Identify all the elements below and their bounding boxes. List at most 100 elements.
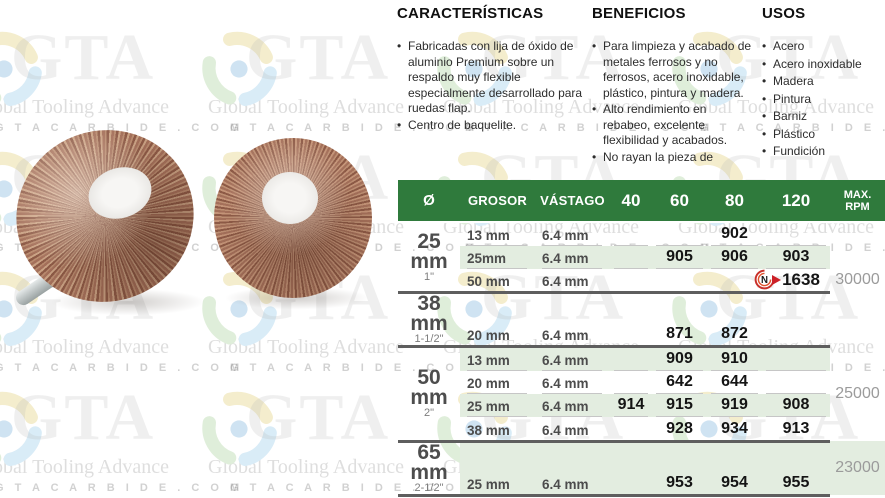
spec-table: Ø GROSOR VÁSTAGO 40 60 80 120 MAX. RPM 2… — [398, 180, 885, 498]
cell-value: 953 — [666, 473, 693, 491]
cell-value: 50 mm — [467, 274, 510, 289]
grit-120-cell — [762, 291, 830, 347]
header-max-rpm-line2: RPM — [845, 200, 870, 213]
grit-60-cell — [652, 269, 707, 293]
grit-120-cell: 913 — [762, 417, 830, 441]
grit-40-cell — [610, 417, 652, 441]
vastago-cell: 6.4 mm — [535, 417, 610, 441]
cell-value: 6.4 mm — [542, 374, 602, 394]
table-row: 65 mm 2-1/2" 25 mm 6.4 mm 953 954 955 23000 — [398, 439, 885, 495]
bullet-item: No rayan la pieza de — [592, 150, 754, 166]
grit-80-cell: 902 — [707, 222, 762, 246]
grit-60-cell: 909 — [652, 345, 707, 371]
cell-value: 871 — [666, 325, 693, 342]
table-row: 38 mm 1-1/2" 20 mm 6.4 mm 871 872 — [398, 291, 885, 347]
grit-120-cell — [762, 493, 830, 498]
cell-value: 38 mm — [467, 422, 510, 438]
grit-120-cell: N 1638 — [754, 269, 830, 293]
header-grosor: GROSOR — [460, 180, 535, 223]
grosor-cell: 50 mm — [460, 269, 535, 293]
diameter-mm: 50 mm — [410, 366, 448, 410]
grit-60-cell — [652, 493, 707, 498]
header-vastago: VÁSTAGO — [535, 180, 610, 223]
cell-value: 13 mm — [467, 351, 527, 371]
bullet-item: Madera — [762, 74, 882, 90]
header-diameter: Ø — [398, 180, 460, 223]
cell-value — [656, 229, 703, 246]
spec-table-body: 25 mm 1" 13 mm 6.4 mm 902 30000 25mm 6.4 mm 905 9… — [398, 222, 885, 498]
cell-value: 913 — [782, 419, 810, 437]
header-grit-60: 60 — [652, 180, 707, 223]
cell-value — [766, 328, 826, 345]
grit-40-cell — [610, 371, 652, 394]
grosor-cell: 38 mm — [460, 417, 535, 441]
cell-value: 25 mm — [467, 397, 527, 417]
bullet-item: Fabricadas con lija de óxido de aluminio… — [397, 39, 589, 117]
flap-wheel-front-photo — [214, 138, 372, 298]
grit-60-cell: 905 — [652, 246, 707, 269]
grit-120-cell: 955 — [762, 439, 830, 495]
cell-value: 644 — [711, 371, 758, 394]
cell-value: 25mm — [467, 249, 527, 269]
diameter-inch: 1-1/2" — [414, 333, 444, 345]
diameter-cell: 25 mm 1" — [398, 222, 460, 293]
wheel-hub — [262, 172, 318, 224]
cell-value — [614, 274, 648, 291]
grosor-cell: 13 mm — [460, 222, 535, 246]
grit-40-cell — [610, 246, 652, 269]
bullet-item: Fundición — [762, 144, 882, 160]
grit-80-cell: 954 — [707, 439, 762, 495]
cell-value: 934 — [721, 419, 748, 437]
section-title: BENEFICIOS — [592, 5, 686, 22]
cell-value — [766, 229, 826, 246]
diameter-cell: 75 mm3" — [398, 493, 460, 498]
cell-value — [614, 377, 648, 394]
grit-40-cell — [610, 439, 652, 495]
bullet-item: Acero inoxidable — [762, 57, 882, 73]
diameter-cell: 38 mm 1-1/2" — [398, 291, 460, 347]
cell-value: 13 mm — [467, 226, 527, 246]
cell-value: 6.4 mm — [542, 274, 589, 289]
grit-120-cell — [762, 222, 830, 246]
grosor-cell: 13 mm — [460, 493, 535, 498]
vastago-cell: 6.4 mm — [535, 269, 610, 293]
grit-80-cell: 906 — [707, 246, 762, 269]
max-rpm-cell: 25000 — [835, 384, 880, 402]
bullet-item: Pintura — [762, 92, 882, 108]
cell-value — [614, 423, 648, 440]
max-rpm-cell: 23000 — [830, 441, 885, 495]
bullet-list: Acero Acero inoxidableMadera PinturaBarniz… — [762, 39, 882, 160]
grit-60-cell: 871 — [652, 291, 707, 347]
bullet-item: Para limpieza y acabado de metales ferro… — [592, 39, 754, 101]
cell-value: 903 — [766, 246, 826, 269]
vastago-cell: 6.4 mm — [535, 291, 610, 347]
grit-80-cell: 872 — [707, 291, 762, 347]
diameter-cell: 65 mm 2-1/2" — [398, 439, 460, 495]
table-row: 38 mm 6.4 mm 928 934 913 — [398, 417, 885, 441]
diameter-mm: 38 mm — [410, 292, 448, 335]
grit-120-cell: 908 — [762, 394, 830, 417]
grosor-cell: 25 mm — [460, 439, 535, 495]
grit-60-cell — [652, 222, 707, 246]
max-rpm-cell: 30000 — [835, 270, 880, 288]
table-header-row: Ø GROSOR VÁSTAGO 40 60 80 120 MAX. RPM — [398, 180, 885, 223]
diameter-inch: 1" — [423, 270, 435, 283]
cell-value: 928 — [666, 419, 693, 437]
cell-value: 914 — [614, 394, 648, 417]
grit-80-cell: 644 — [707, 371, 762, 394]
bullet-list: Para limpieza y acabado de metales ferro… — [592, 39, 754, 165]
cell-value — [766, 377, 826, 394]
grit-60-cell: 915 — [652, 394, 707, 417]
cell-value: 20 mm — [467, 328, 510, 343]
diameter-mm: 25 mm — [410, 229, 448, 273]
cell-value: 25 mm — [467, 476, 510, 492]
grit-120-cell — [762, 345, 830, 371]
header-max-rpm: MAX. RPM — [830, 180, 885, 223]
grit-60-cell: 953 — [652, 439, 707, 495]
cell-value: 955 — [782, 473, 810, 491]
flap-wheel-angled-photo — [0, 105, 218, 327]
grit-80-cell: 910 — [707, 345, 762, 371]
cell-value — [614, 229, 648, 246]
vastago-cell: 6.4 mm — [535, 345, 610, 371]
